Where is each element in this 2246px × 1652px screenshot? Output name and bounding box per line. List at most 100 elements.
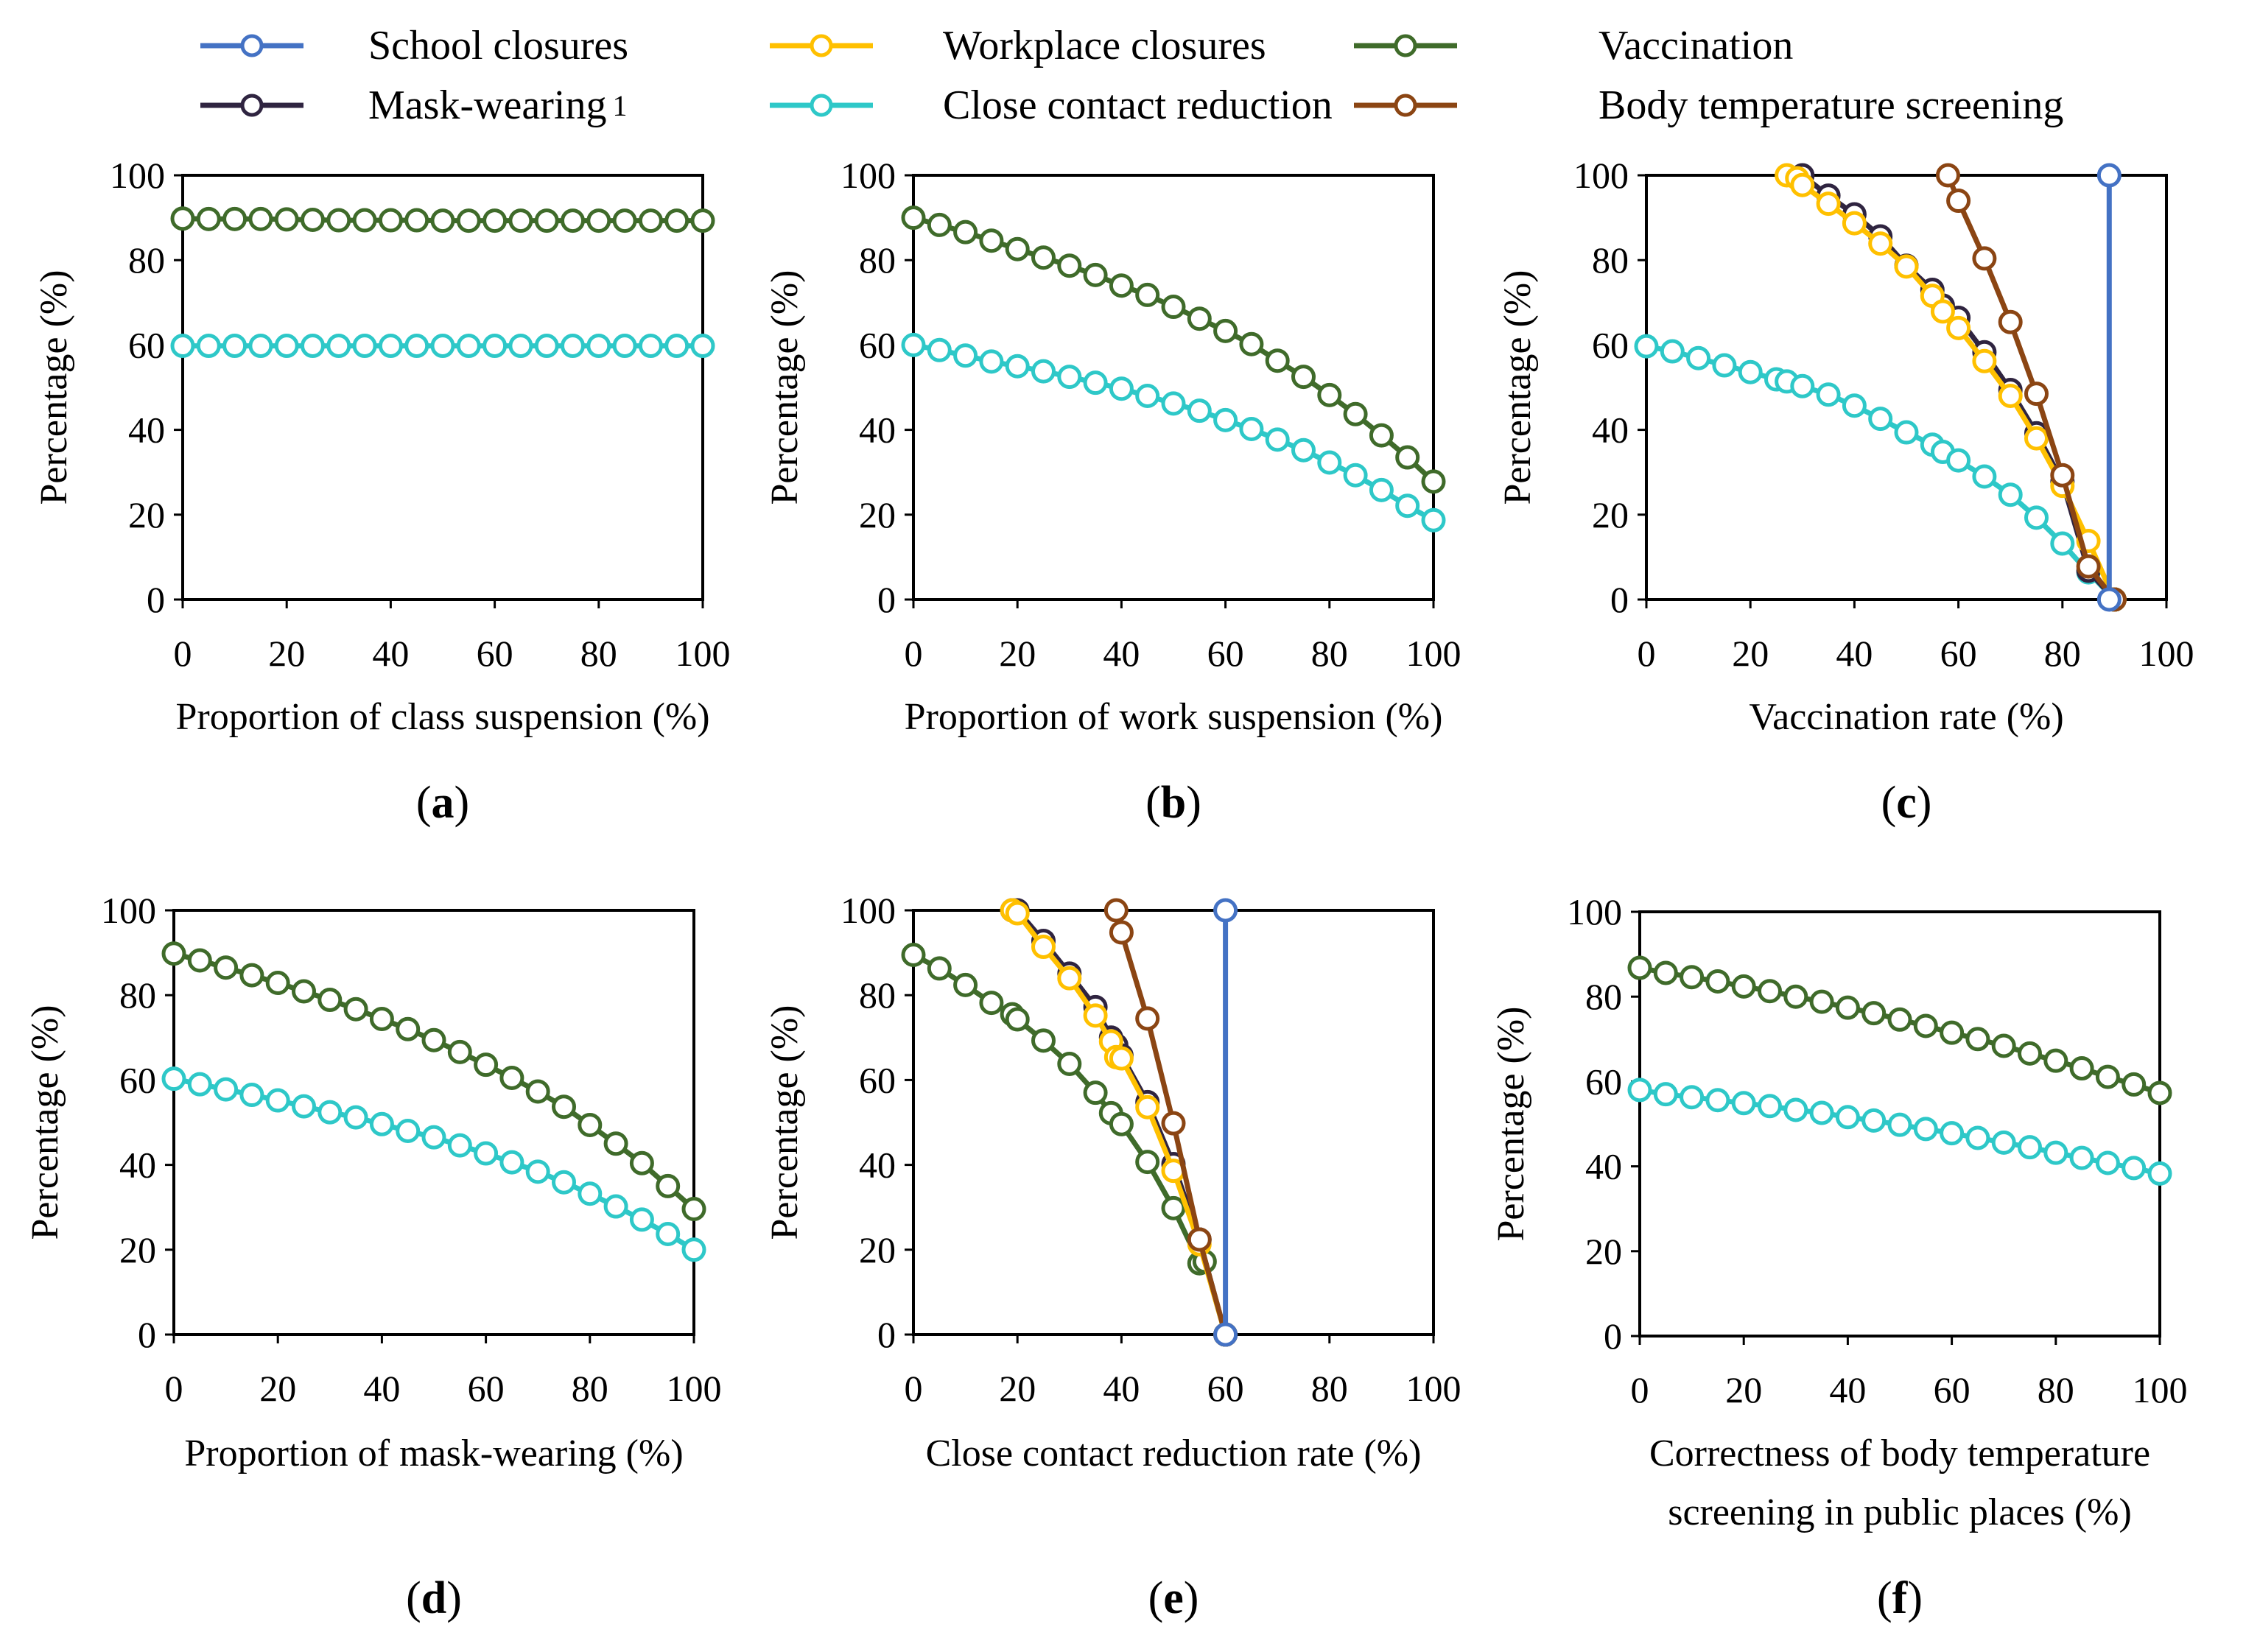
data-point: [2122, 1072, 2147, 1097]
data-point: [161, 941, 186, 966]
legend-marker-contact: [810, 94, 833, 117]
series-contact: [1627, 1078, 2172, 1186]
data-point: [447, 1039, 472, 1064]
legend-label-contact: Close contact reduction: [943, 82, 1333, 128]
series-vaccination: [1627, 955, 2172, 1106]
x-tick-label: 60: [468, 1368, 505, 1409]
data-point: [1291, 437, 1316, 463]
data-point: [326, 208, 351, 233]
data-point: [953, 972, 978, 997]
data-point: [586, 208, 611, 233]
data-point: [1680, 1085, 1705, 1110]
data-point: [378, 208, 403, 233]
data-point: [681, 1197, 706, 1222]
data-point: [1187, 1227, 1212, 1252]
data-point: [664, 334, 689, 359]
data-point: [1680, 965, 1705, 990]
data-point: [1343, 401, 1368, 426]
legend-marker-school: [240, 34, 264, 57]
legend-label-school: School closures: [368, 23, 628, 68]
data-point: [1213, 407, 1238, 432]
series-vaccination: [901, 205, 1446, 494]
data-point: [1930, 299, 1955, 324]
data-point: [404, 208, 429, 233]
data-point: [1083, 1080, 1108, 1106]
y-tick-label: 0: [138, 1314, 156, 1355]
data-point: [499, 1150, 524, 1175]
data-point: [1790, 373, 1815, 398]
data-point: [369, 1111, 394, 1136]
data-point: [343, 997, 368, 1022]
data-point: [1265, 427, 1290, 452]
data-point: [2043, 1140, 2068, 1165]
y-tick-label: 40: [119, 1145, 156, 1186]
series-contact: [161, 1066, 706, 1262]
data-point: [1083, 370, 1108, 396]
data-point: [603, 1131, 628, 1156]
data-point: [456, 334, 481, 359]
data-point: [1835, 1105, 1860, 1130]
data-point: [1868, 407, 1893, 432]
data-point: [1946, 315, 1971, 340]
legend-marker-vaccination: [1394, 34, 1417, 57]
x-axis-title: Vaccination rate (%): [1749, 696, 2063, 738]
data-point: [1842, 211, 1867, 236]
y-tick-label: 60: [1592, 324, 1629, 365]
y-tick-label: 20: [859, 494, 896, 535]
data-point: [1395, 445, 1420, 470]
data-point: [1161, 1195, 1186, 1220]
data-point: [638, 334, 663, 359]
legend-label-temperature: Body temperature screening: [1598, 82, 2063, 128]
data-point: [2096, 587, 2122, 612]
data-point: [1265, 348, 1290, 373]
series-vaccination: [901, 942, 1238, 1347]
x-tick-label: 40: [1103, 1368, 1140, 1409]
plot-area-f: [1638, 910, 2161, 1338]
data-point: [1317, 382, 1342, 407]
data-point: [656, 1221, 681, 1246]
data-point: [1135, 1094, 1160, 1120]
data-point: [1161, 1111, 1186, 1136]
data-point: [1894, 420, 1919, 445]
data-point: [2050, 463, 2075, 488]
data-point: [2050, 531, 2075, 556]
data-point: [1005, 236, 1030, 261]
y-tick-label: 0: [877, 579, 896, 620]
y-tick-label: 100: [841, 155, 896, 196]
data-point: [1653, 960, 1678, 985]
panel-label: (e): [1148, 1573, 1199, 1623]
data-point: [1239, 331, 1264, 356]
series-vaccination: [170, 206, 715, 233]
series-mask: [1790, 163, 2127, 612]
plot-area-a: [181, 174, 704, 601]
data-point: [561, 334, 585, 359]
data-point: [1421, 507, 1446, 532]
panel-a: 0 20 40 60 80 100 0 20 40 60 80 100 Proportion of cl…: [33, 155, 731, 828]
x-axis-title: Correctness of body temperature: [1649, 1433, 2150, 1475]
data-point: [1161, 391, 1186, 416]
data-point: [1005, 1007, 1030, 1032]
data-point: [1031, 245, 1056, 270]
y-tick-label: 60: [859, 324, 896, 365]
x-tick-label: 0: [1631, 1369, 1649, 1410]
y-tick-label: 0: [1604, 1315, 1622, 1357]
data-point: [1816, 382, 1841, 407]
data-point: [2095, 1064, 2120, 1089]
data-point: [1213, 898, 1238, 923]
x-tick-label: 60: [1207, 633, 1244, 674]
y-tick-label: 0: [877, 1314, 896, 1355]
data-point: [690, 208, 715, 233]
data-point: [482, 208, 508, 233]
data-point: [1239, 416, 1264, 441]
data-point: [1343, 463, 1368, 488]
data-point: [1998, 482, 2023, 507]
data-point: [214, 1077, 239, 1102]
data-point: [1972, 464, 1997, 489]
data-point: [1935, 163, 1960, 188]
data-point: [1005, 901, 1030, 926]
data-point: [1965, 1125, 1990, 1150]
x-tick-label: 100: [2133, 1369, 2188, 1410]
data-point: [1842, 393, 1867, 418]
x-axis-title: Close contact reduction rate (%): [926, 1433, 1422, 1475]
data-point: [1161, 295, 1186, 320]
